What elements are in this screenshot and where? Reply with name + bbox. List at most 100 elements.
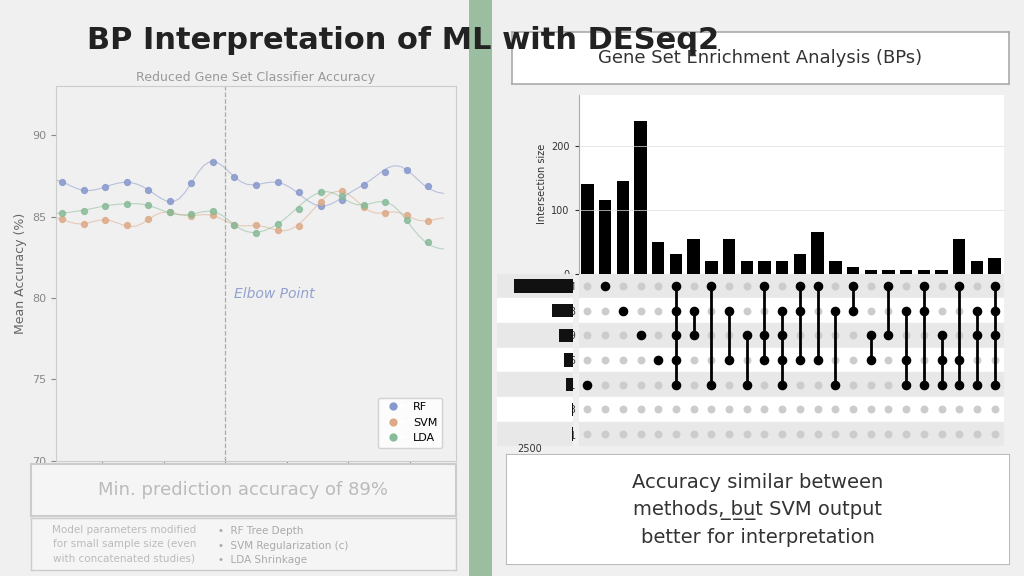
Text: •  SVM Regularization (c): • SVM Regularization (c) xyxy=(218,541,348,551)
Point xyxy=(986,281,1002,290)
Point xyxy=(668,281,684,290)
Point xyxy=(757,306,773,315)
Point xyxy=(703,380,720,389)
Point xyxy=(809,430,825,439)
Point xyxy=(76,219,92,229)
Point xyxy=(580,430,596,439)
Point xyxy=(792,380,808,389)
Point xyxy=(668,430,684,439)
Bar xyxy=(759,261,771,274)
Y-axis label: Intersection size: Intersection size xyxy=(537,144,547,225)
Bar xyxy=(564,353,573,367)
Point xyxy=(580,331,596,340)
Text: 2500: 2500 xyxy=(517,444,542,454)
Point xyxy=(76,185,92,195)
Bar xyxy=(566,378,573,392)
Y-axis label: Mean Accuracy (%): Mean Accuracy (%) xyxy=(14,213,27,334)
Point xyxy=(792,281,808,290)
Bar xyxy=(497,397,573,422)
Point xyxy=(845,331,861,340)
Point xyxy=(183,211,200,220)
Point xyxy=(757,281,773,290)
Point xyxy=(685,281,701,290)
Bar xyxy=(582,184,594,274)
Point xyxy=(721,306,737,315)
Point xyxy=(738,331,755,340)
Point xyxy=(650,430,667,439)
X-axis label: MRMR feature count: MRMR feature count xyxy=(193,486,319,499)
Point xyxy=(774,281,791,290)
Point xyxy=(721,355,737,365)
Point xyxy=(862,331,879,340)
Point xyxy=(703,331,720,340)
Point xyxy=(226,220,243,229)
Point xyxy=(827,306,844,315)
Point xyxy=(738,281,755,290)
Point xyxy=(580,306,596,315)
Point xyxy=(633,430,649,439)
Point xyxy=(205,157,221,166)
Point xyxy=(119,221,135,230)
Point xyxy=(898,306,914,315)
Point xyxy=(915,281,932,290)
Point xyxy=(951,380,968,389)
Point xyxy=(703,281,720,290)
Point xyxy=(721,281,737,290)
Point xyxy=(54,177,71,187)
Point xyxy=(668,281,684,290)
Point xyxy=(162,196,178,206)
Point xyxy=(757,430,773,439)
Point xyxy=(845,355,861,365)
Point xyxy=(633,405,649,414)
Point xyxy=(827,380,844,389)
Point xyxy=(898,331,914,340)
Point xyxy=(915,380,932,389)
Point xyxy=(898,306,914,315)
Point xyxy=(614,331,631,340)
Bar xyxy=(579,422,1004,446)
Point xyxy=(355,200,372,210)
Point xyxy=(226,220,243,229)
Point xyxy=(398,165,415,174)
Text: Accuracy similar between: Accuracy similar between xyxy=(632,473,884,492)
Point xyxy=(248,228,264,237)
Bar xyxy=(559,328,573,342)
Point xyxy=(969,430,985,439)
Point xyxy=(54,209,71,218)
Point xyxy=(685,380,701,389)
Point xyxy=(986,430,1002,439)
Point xyxy=(650,405,667,414)
Point xyxy=(881,306,897,315)
Point xyxy=(668,331,684,340)
Point xyxy=(668,331,684,340)
Point xyxy=(915,281,932,290)
Point xyxy=(668,306,684,315)
Point xyxy=(721,306,737,315)
Point xyxy=(597,281,613,290)
Point xyxy=(986,331,1002,340)
Point xyxy=(738,355,755,365)
Point xyxy=(881,430,897,439)
Point xyxy=(933,380,949,389)
Point xyxy=(738,380,755,389)
Point xyxy=(650,281,667,290)
Text: Min. prediction accuracy of 89%: Min. prediction accuracy of 89% xyxy=(98,480,388,499)
Point xyxy=(774,331,791,340)
Point xyxy=(792,281,808,290)
Point xyxy=(334,187,350,196)
Point xyxy=(969,380,985,389)
Point xyxy=(312,202,329,211)
Text: BP Interpretation of ML with DESeq2: BP Interpretation of ML with DESeq2 xyxy=(87,26,719,55)
Bar xyxy=(579,323,1004,348)
Point xyxy=(969,281,985,290)
Point xyxy=(334,195,350,204)
Point xyxy=(933,430,949,439)
Point xyxy=(76,206,92,215)
Point xyxy=(862,331,879,340)
Point xyxy=(774,430,791,439)
Point xyxy=(809,281,825,290)
Point xyxy=(774,355,791,365)
Point xyxy=(703,430,720,439)
Point xyxy=(97,182,114,191)
Point xyxy=(377,197,393,206)
